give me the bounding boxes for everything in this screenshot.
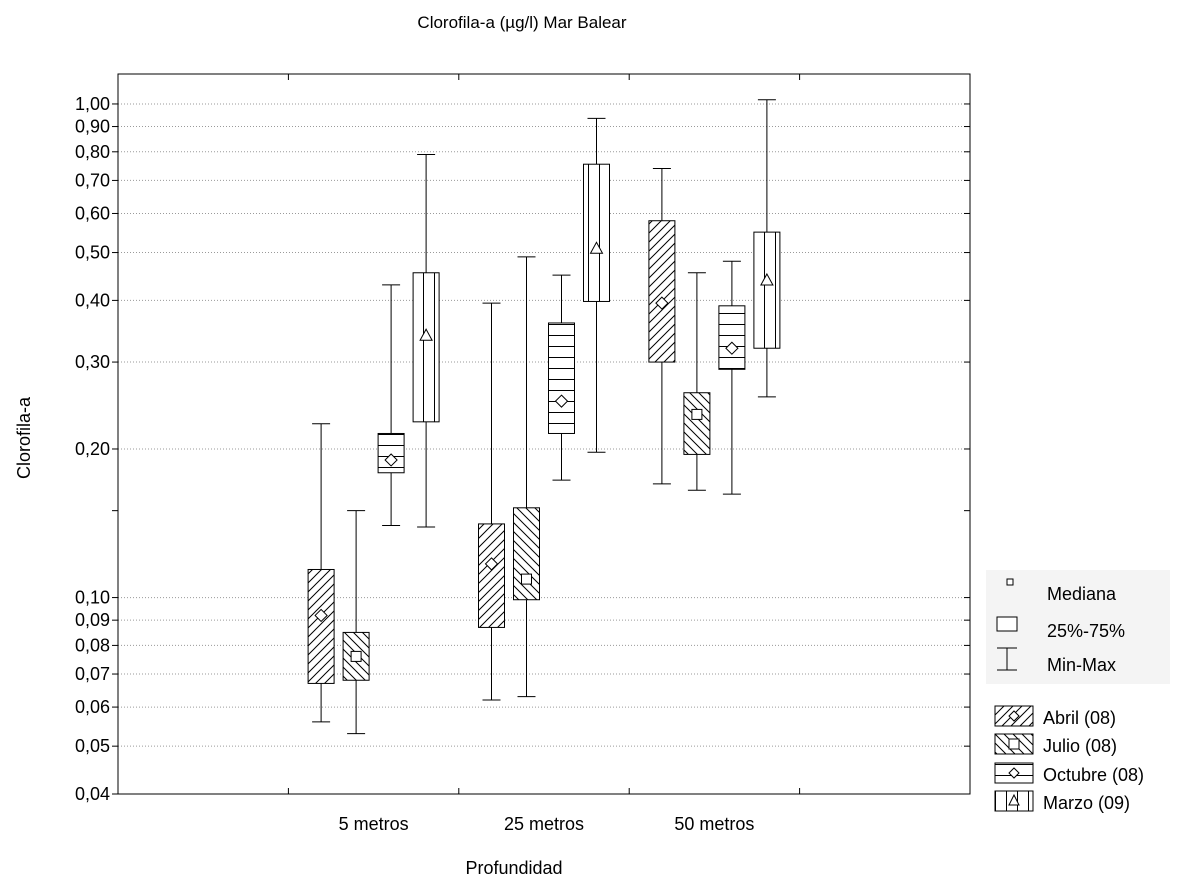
gridlines bbox=[118, 103, 970, 795]
y-tick-label: 0,10 bbox=[75, 588, 110, 608]
median-marker bbox=[314, 608, 328, 623]
y-tick-label: 0,30 bbox=[75, 352, 110, 372]
median-marker bbox=[521, 573, 532, 585]
y-tick-label: 0,60 bbox=[75, 203, 110, 223]
box-series bbox=[307, 99, 781, 735]
y-tick-label: 0,20 bbox=[75, 439, 110, 459]
quartile-legend-marker bbox=[996, 616, 1018, 632]
y-tick-label: 0,80 bbox=[75, 142, 110, 162]
box-2-0 bbox=[377, 284, 405, 526]
iqr-box bbox=[683, 392, 711, 455]
legend-median-label: Mediana bbox=[1047, 584, 1117, 604]
median-marker bbox=[350, 650, 362, 662]
iqr-box bbox=[307, 568, 335, 684]
box-3-1 bbox=[583, 117, 610, 453]
y-axis: 0,04 0,05 0,06 0,07 0,08 0,090,10 0,20 0,30 0,40… bbox=[75, 94, 970, 804]
plot-frame bbox=[117, 73, 971, 795]
legend-label-julio: Julio (08) bbox=[1043, 736, 1117, 756]
median-marker bbox=[419, 328, 433, 341]
y-tick-label: 1,00 bbox=[75, 94, 110, 114]
legend-statistics: Mediana 25%-75% Min-Max bbox=[986, 570, 1170, 684]
legend-label-octubre: Octubre (08) bbox=[1043, 765, 1144, 785]
box-2-1 bbox=[548, 274, 575, 481]
iqr-box bbox=[412, 272, 440, 423]
box-1-2 bbox=[683, 272, 711, 491]
y-tick-label: 0,04 bbox=[75, 784, 110, 804]
median-marker bbox=[384, 453, 398, 467]
y-tick-label: 0,50 bbox=[75, 243, 110, 263]
x-tick-label: 25 metros bbox=[504, 814, 584, 834]
iqr-box bbox=[583, 163, 610, 302]
iqr-box bbox=[513, 507, 540, 601]
legend-marker-octubre bbox=[1008, 767, 1020, 779]
box-0-2 bbox=[648, 168, 676, 485]
legend-marker-marzo bbox=[1008, 793, 1020, 806]
legend-label-abril: Abril (08) bbox=[1043, 708, 1116, 728]
median-marker bbox=[484, 557, 499, 571]
median-legend-marker bbox=[1006, 578, 1014, 586]
y-axis-label: Clorofila-a bbox=[14, 396, 34, 479]
median-marker bbox=[589, 241, 604, 254]
minmax-legend-marker bbox=[997, 647, 1017, 671]
y-tick-label: 0,08 bbox=[75, 635, 110, 655]
y-tick-label: 0,07 bbox=[75, 664, 110, 684]
median-marker bbox=[760, 272, 774, 286]
legend-marker-julio bbox=[1008, 738, 1020, 750]
box-1-0 bbox=[342, 510, 370, 735]
median-marker bbox=[691, 408, 703, 420]
iqr-box bbox=[718, 305, 746, 370]
iqr-box bbox=[753, 231, 781, 349]
chart-title: Clorofila-a (µg/l) Mar Balear bbox=[417, 13, 626, 32]
legend-item-octubre: Octubre (08) bbox=[994, 762, 1144, 785]
y-tick-label: 0,90 bbox=[75, 117, 110, 137]
legend-marker-abril bbox=[1008, 710, 1020, 722]
x-tick-label: 5 metros bbox=[339, 814, 409, 834]
legend-quartile-label: 25%-75% bbox=[1047, 621, 1125, 641]
iqr-box bbox=[478, 523, 505, 628]
box-3-0 bbox=[412, 153, 440, 528]
x-tick-label: 50 metros bbox=[674, 814, 754, 834]
y-tick-label: 0,05 bbox=[75, 736, 110, 756]
legend-minmax-label: Min-Max bbox=[1047, 655, 1116, 675]
legend-series: Abril (08) Julio (08) Octubre (08) Marzo… bbox=[994, 705, 1144, 813]
y-tick-label: 0,09 bbox=[75, 610, 110, 630]
x-axis: 5 metros 25 metros 50 metros bbox=[287, 74, 801, 834]
iqr-box bbox=[548, 322, 575, 434]
box-3-2 bbox=[753, 99, 781, 398]
x-axis-label: Profundidad bbox=[465, 858, 562, 878]
median-marker bbox=[655, 296, 669, 310]
y-tick-label: 0,70 bbox=[75, 170, 110, 190]
median-marker bbox=[725, 341, 739, 355]
legend-item-julio: Julio (08) bbox=[994, 733, 1117, 756]
box-2-2 bbox=[718, 260, 746, 495]
legend-item-marzo: Marzo (09) bbox=[994, 790, 1130, 813]
legend-item-abril: Abril (08) bbox=[994, 705, 1116, 728]
iqr-box bbox=[648, 220, 676, 363]
box-1-1 bbox=[513, 256, 540, 698]
box-0-1 bbox=[478, 302, 505, 701]
legend-label-marzo: Marzo (09) bbox=[1043, 793, 1130, 813]
y-tick-label: 0,06 bbox=[75, 697, 110, 717]
median-marker bbox=[554, 394, 569, 408]
iqr-box bbox=[377, 432, 405, 474]
y-tick-label: 0,40 bbox=[75, 290, 110, 310]
box-0-0 bbox=[307, 423, 335, 723]
